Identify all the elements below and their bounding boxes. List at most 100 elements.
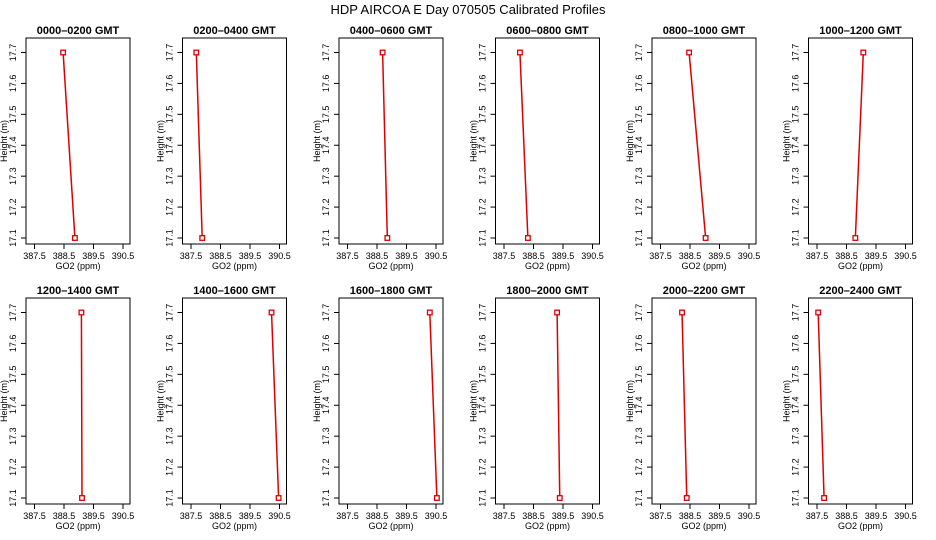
y-axis-label: Height (m) — [625, 120, 635, 162]
data-point — [79, 495, 85, 501]
panel-10: 1800–2000 GMT 387.5 388.5 389.5 390.5 GO2 (pp… — [469, 285, 604, 531]
x-axis-label: GO2 (ppm) — [212, 521, 257, 531]
y-axis-label: Height (m) — [0, 120, 9, 162]
y-tick-label: 17.3 — [8, 167, 18, 185]
x-tick-label: 387.5 — [493, 251, 516, 261]
x-tick-label: 387.5 — [336, 251, 359, 261]
data-point — [683, 495, 690, 501]
x-tick-label: 388.5 — [835, 511, 858, 521]
panel-title: 1600–1800 GMT — [350, 285, 433, 297]
x-tick-label: 389.5 — [239, 511, 262, 521]
data-point — [860, 49, 867, 56]
y-axis-label: Height (m) — [469, 380, 479, 422]
y-tick-label: 17.3 — [634, 427, 644, 445]
x-tick-label: 389.5 — [82, 251, 105, 261]
y-tick-label: 17.7 — [791, 304, 801, 322]
x-tick-label: 390.5 — [581, 511, 604, 521]
x-tick-label: 388.5 — [522, 251, 545, 261]
y-tick-label: 17.6 — [321, 335, 331, 353]
data-point — [433, 495, 440, 501]
y-tick-label: 17.7 — [321, 304, 331, 322]
y-tick-label: 17.1 — [8, 229, 18, 247]
panel-2: 0200–0400 GMT 387.5 388.5 389.5 390.5 GO2 (pp… — [156, 25, 291, 271]
x-tick-label: 388.5 — [522, 511, 545, 521]
y-tick-label: 17.7 — [321, 44, 331, 62]
x-tick-label: 388.5 — [366, 511, 389, 521]
y-axis-label: Height (m) — [782, 120, 792, 162]
y-tick-label: 17.2 — [791, 198, 801, 216]
y-tick-label: 17.5 — [791, 106, 801, 124]
data-point — [516, 49, 523, 56]
series-line — [195, 52, 203, 239]
x-tick-label: 387.5 — [180, 511, 203, 521]
y-tick-label: 17.3 — [321, 167, 331, 185]
panel-title: 2200–2400 GMT — [819, 285, 902, 297]
y-tick-label: 17.2 — [478, 198, 488, 216]
x-tick-label: 389.5 — [395, 511, 418, 521]
panels-grid: 0000–0200 GMT 387.5 388.5 389.5 390.5 GO2 (pp… — [0, 25, 917, 531]
y-tick-label: 17.2 — [8, 458, 18, 476]
data-point — [78, 309, 85, 316]
y-tick-label: 17.5 — [321, 366, 331, 384]
x-tick-label: 390.5 — [738, 511, 761, 521]
y-tick-label: 17.4 — [634, 136, 644, 154]
y-axis-label: Height (m) — [782, 380, 792, 422]
x-tick-label: 389.5 — [865, 511, 888, 521]
panel-8: 1400–1600 GMT 387.5 388.5 389.5 390.5 GO2 (pp… — [156, 285, 291, 531]
x-tick-label: 390.5 — [268, 511, 291, 521]
y-tick-label: 17.2 — [478, 458, 488, 476]
x-tick-label: 387.5 — [336, 511, 359, 521]
series-line — [854, 52, 865, 239]
y-tick-label: 17.7 — [165, 44, 175, 62]
panel-title: 0600–0800 GMT — [506, 25, 589, 37]
y-axis-label: Height (m) — [625, 380, 635, 422]
y-tick-label: 17.2 — [634, 198, 644, 216]
x-axis-label: GO2 (ppm) — [212, 261, 257, 271]
data-point — [686, 49, 693, 56]
panel-title: 0800–1000 GMT — [663, 25, 746, 37]
y-tick-label: 17.5 — [8, 106, 18, 124]
plot-frame — [495, 297, 600, 505]
data-point — [702, 235, 709, 241]
panel-title: 2000–2200 GMT — [663, 285, 746, 297]
y-tick-label: 17.3 — [791, 167, 801, 185]
y-tick-label: 17.2 — [165, 458, 175, 476]
y-tick-label: 17.6 — [478, 335, 488, 353]
y-tick-label: 17.4 — [478, 396, 488, 414]
y-tick-label: 17.4 — [8, 136, 18, 154]
plot-frame — [808, 37, 913, 245]
data-point — [554, 309, 561, 316]
y-tick-label: 17.3 — [321, 427, 331, 445]
data-point — [556, 495, 563, 501]
y-tick-label: 17.6 — [634, 75, 644, 93]
data-point — [193, 49, 200, 56]
y-tick-label: 17.7 — [165, 304, 175, 322]
y-tick-label: 17.6 — [165, 75, 175, 93]
y-tick-label: 17.1 — [791, 489, 801, 507]
x-tick-label: 389.5 — [82, 511, 105, 521]
x-tick-label: 390.5 — [268, 251, 291, 261]
y-tick-label: 17.4 — [165, 396, 175, 414]
y-tick-label: 17.4 — [791, 136, 801, 154]
y-tick-label: 17.5 — [165, 366, 175, 384]
x-tick-label: 388.5 — [679, 251, 702, 261]
plot-frame — [651, 37, 757, 245]
y-tick-label: 17.4 — [8, 396, 18, 414]
x-axis-label: GO2 (ppm) — [681, 521, 726, 531]
y-axis-label: Height (m) — [312, 120, 322, 162]
y-tick-label: 17.3 — [634, 167, 644, 185]
panel-title: 0200–0400 GMT — [193, 25, 276, 37]
x-tick-label: 387.5 — [180, 251, 203, 261]
panel-5: 0800–1000 GMT 387.5 388.5 389.5 390.5 GO2 (pp… — [625, 25, 760, 271]
panel-12: 2200–2400 GMT 387.5 388.5 389.5 390.5 GO2 (pp… — [782, 285, 917, 531]
y-tick-label: 17.1 — [165, 229, 175, 247]
series-line — [270, 312, 280, 499]
y-tick-label: 17.7 — [478, 304, 488, 322]
x-tick-label: 388.5 — [679, 511, 702, 521]
y-tick-label: 17.3 — [8, 427, 18, 445]
y-tick-label: 17.1 — [478, 489, 488, 507]
data-point — [426, 309, 433, 316]
data-point — [60, 49, 67, 56]
y-tick-label: 17.1 — [165, 489, 175, 507]
x-tick-label: 390.5 — [894, 251, 917, 261]
